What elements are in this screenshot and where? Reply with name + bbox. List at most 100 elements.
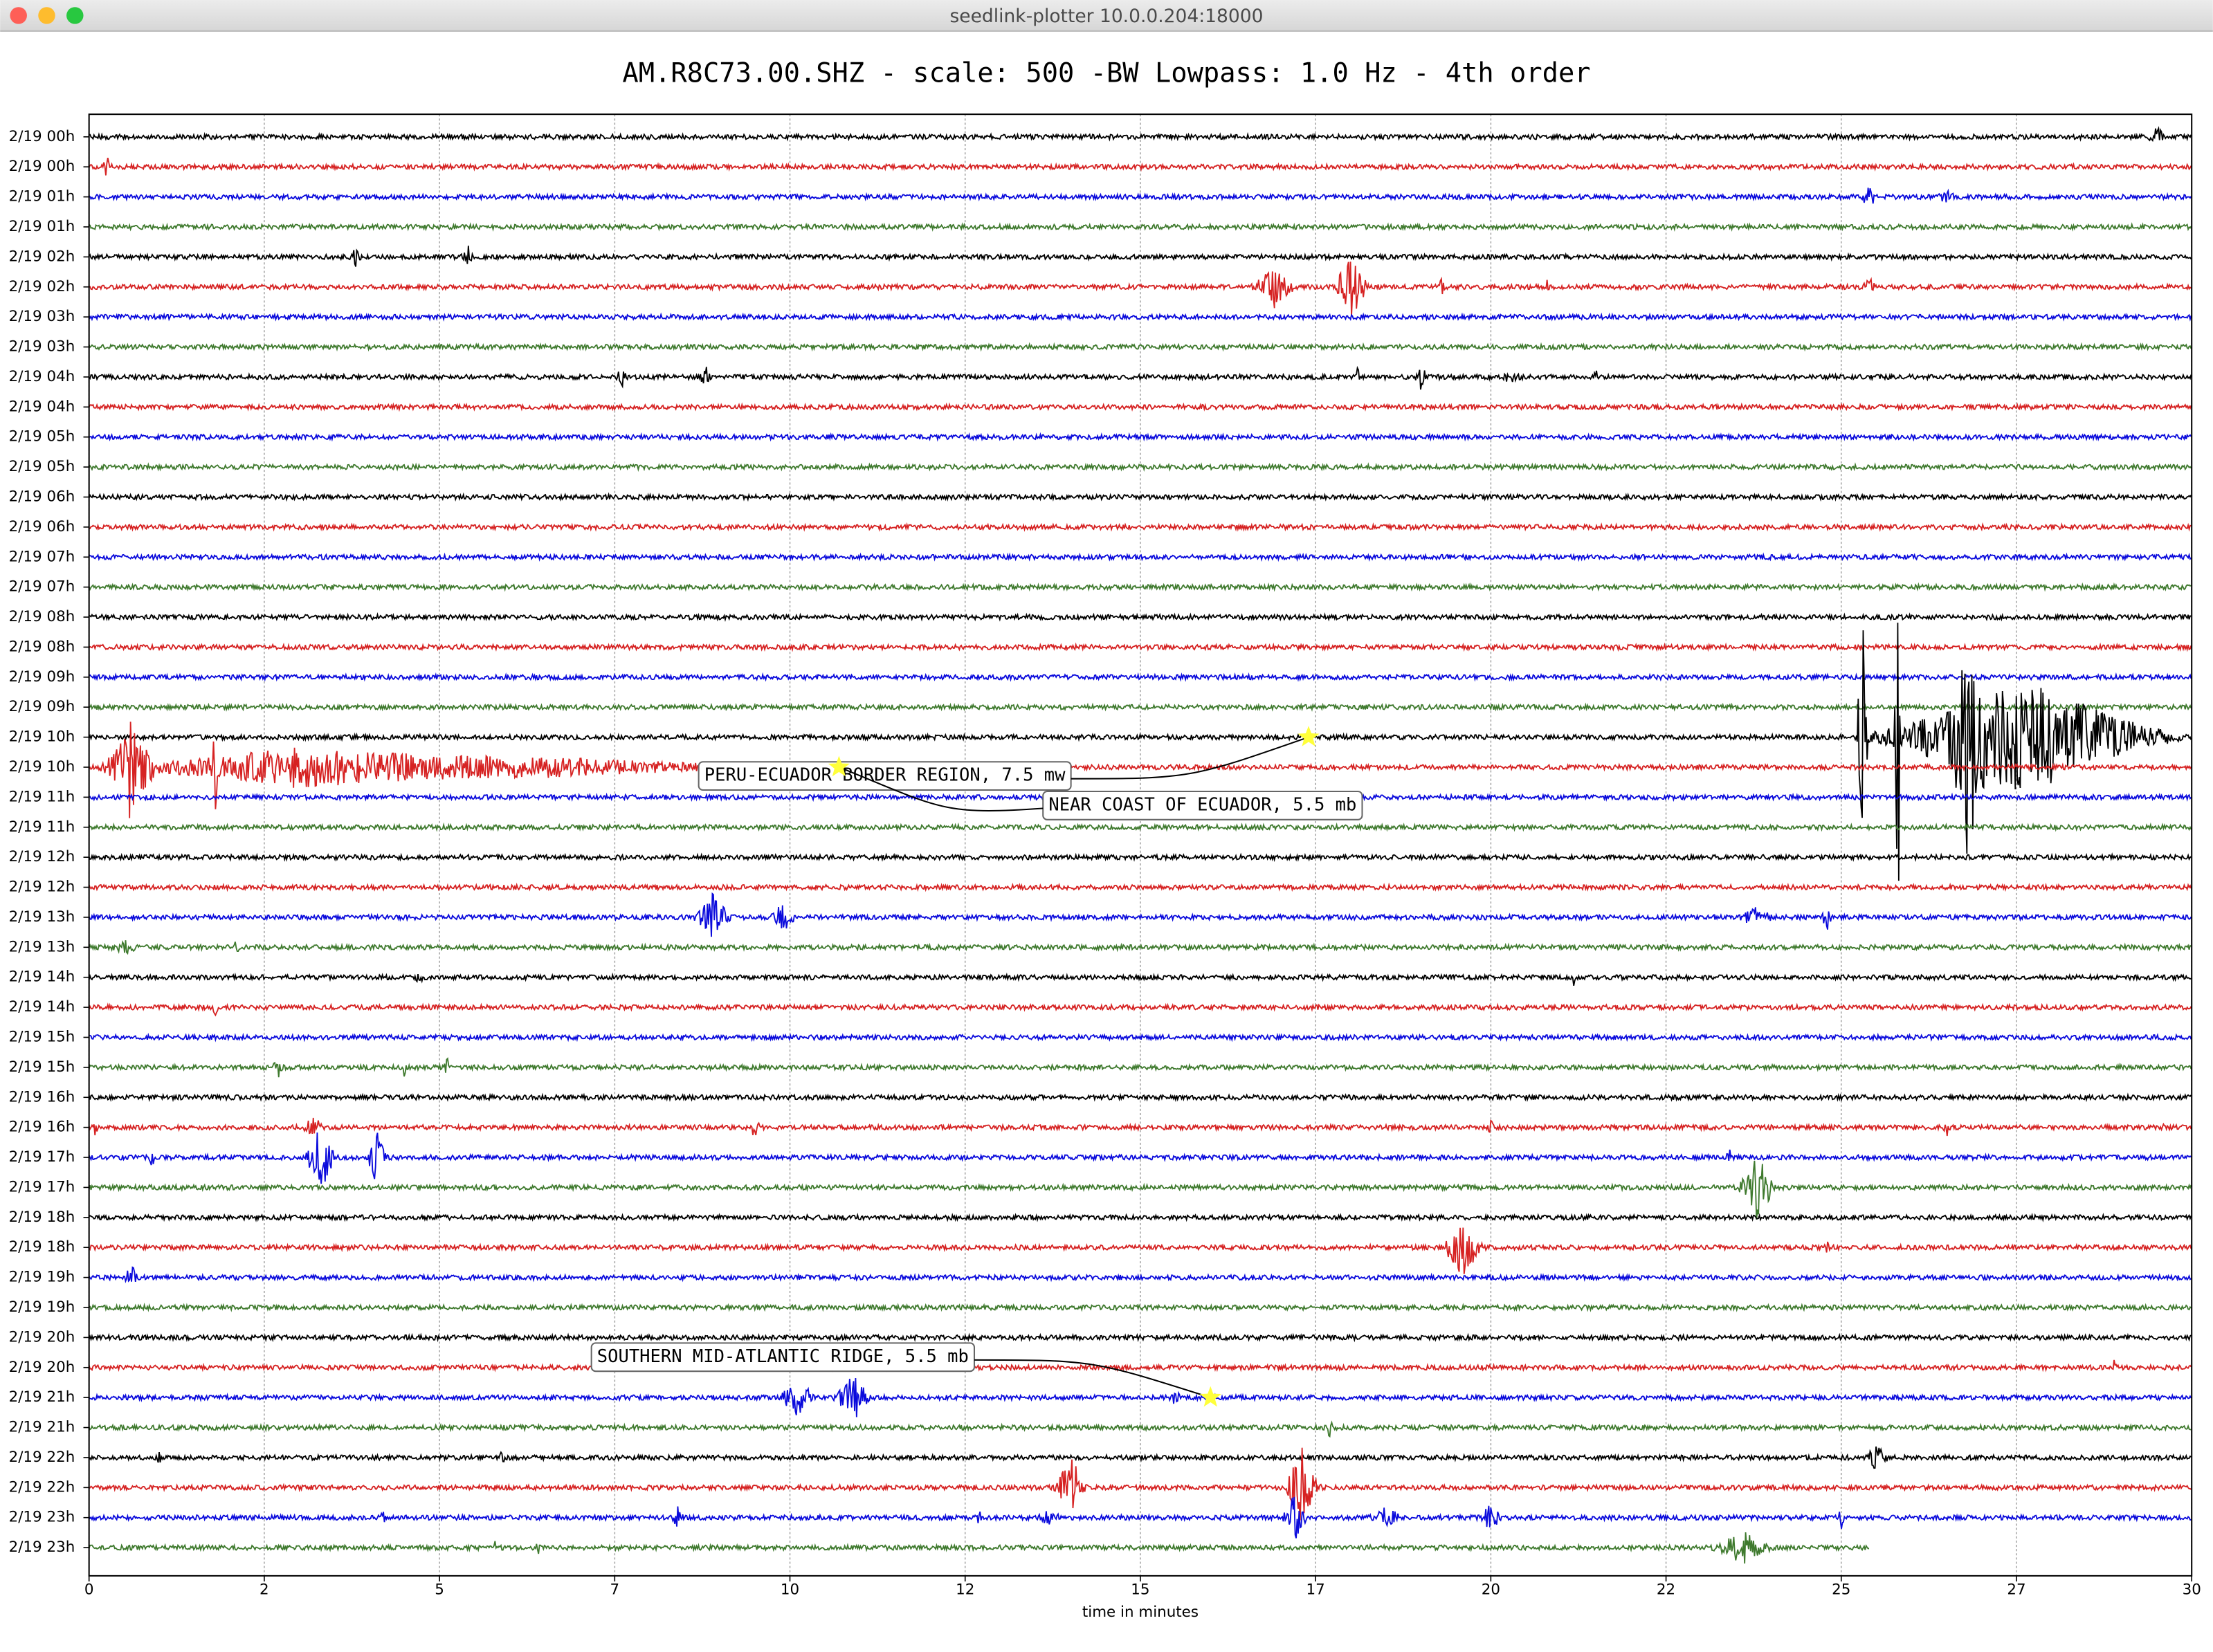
trace — [88, 1227, 2192, 1274]
chart-title: AM.R8C73.00.SHZ - scale: 500 -BW Lowpass… — [622, 58, 1590, 89]
trace — [89, 1032, 2192, 1043]
trace — [88, 1446, 2192, 1469]
event-star — [1199, 1386, 1221, 1407]
x-tick-label: 0 — [84, 1581, 94, 1598]
row-label: 2/19 01h — [9, 218, 75, 235]
row-label: 2/19 12h — [9, 848, 75, 865]
row-label: 2/19 11h — [9, 818, 75, 836]
trace — [88, 1132, 2192, 1184]
row-label: 2/19 19h — [9, 1269, 75, 1286]
trace — [88, 582, 2192, 592]
annotation-connector — [839, 767, 1044, 811]
row-label: 2/19 19h — [9, 1298, 75, 1316]
row-label: 2/19 08h — [9, 638, 75, 655]
trace — [88, 722, 2192, 818]
row-label: 2/19 20h — [9, 1359, 75, 1376]
trace — [88, 1160, 2192, 1220]
row-label: 2/19 07h — [9, 548, 75, 565]
trace — [88, 1117, 2192, 1137]
trace — [88, 1420, 2192, 1438]
trace — [89, 187, 2192, 204]
trace — [88, 852, 2192, 863]
annotation-box — [1042, 791, 1363, 820]
annotation-connector — [974, 1359, 1211, 1399]
trace — [89, 672, 2192, 682]
trace — [88, 1332, 2192, 1343]
row-label: 2/19 20h — [9, 1328, 75, 1346]
trace — [88, 158, 2192, 176]
row-label: 2/19 22h — [9, 1449, 75, 1466]
x-tick-label: 17 — [1306, 1581, 1325, 1598]
x-tick-label: 2 — [259, 1581, 269, 1598]
x-tick-label: 7 — [610, 1581, 619, 1598]
event-star — [828, 755, 850, 777]
trace — [88, 972, 2192, 986]
x-tick-label: 30 — [2183, 1581, 2201, 1598]
row-label: 2/19 15h — [9, 1058, 75, 1076]
x-tick-label: 25 — [1832, 1581, 1850, 1598]
trace — [88, 342, 2192, 352]
row-label: 2/19 07h — [9, 578, 75, 596]
trace — [88, 1092, 2192, 1103]
row-label: 2/19 14h — [9, 998, 75, 1016]
row-label: 2/19 02h — [9, 278, 75, 295]
row-label: 2/19 12h — [9, 879, 75, 896]
row-label: 2/19 03h — [9, 338, 75, 356]
x-tick-label: 12 — [956, 1581, 974, 1598]
trace — [88, 492, 2192, 502]
annotation-label: PERU-ECUADOR BORDER REGION, 7.5 mw — [704, 765, 1066, 786]
row-label: 2/19 10h — [9, 728, 75, 746]
trace — [89, 222, 2192, 232]
row-label: 2/19 18h — [9, 1238, 75, 1256]
row-label: 2/19 09h — [9, 698, 75, 715]
zoom-button[interactable] — [66, 7, 84, 24]
row-label: 2/19 18h — [9, 1209, 75, 1226]
trace — [89, 1212, 2192, 1223]
row-label: 2/19 14h — [9, 969, 75, 986]
x-tick-label: 5 — [435, 1581, 444, 1598]
row-label: 2/19 22h — [9, 1478, 75, 1496]
row-label: 2/19 08h — [9, 608, 75, 625]
annotation-box — [590, 1342, 976, 1373]
trace — [88, 1532, 1870, 1564]
row-label: 2/19 16h — [9, 1119, 75, 1136]
row-label: 2/19 13h — [9, 938, 75, 955]
trace — [88, 939, 2192, 955]
trace — [88, 1266, 2192, 1283]
trace — [88, 462, 2192, 472]
trace — [88, 882, 2192, 892]
annotation-label: SOUTHERN MID-ATLANTIC RIDGE, 5.5 mb — [597, 1346, 969, 1367]
trace — [88, 642, 2192, 652]
row-label: 2/19 09h — [9, 668, 75, 686]
row-label: 2/19 15h — [9, 1028, 75, 1045]
trace — [88, 1359, 2192, 1373]
x-axis-label: time in minutes — [1082, 1604, 1199, 1621]
trace — [88, 246, 2192, 267]
trace — [88, 1057, 2192, 1078]
trace — [88, 365, 2192, 390]
window-title: seedlink-plotter 10.0.0.204:18000 — [950, 6, 1264, 27]
trace — [89, 1447, 2192, 1521]
trace — [89, 126, 2192, 143]
row-label: 2/19 13h — [9, 908, 75, 926]
title-bar — [0, 0, 2213, 31]
x-tick-label: 15 — [1131, 1581, 1149, 1598]
row-label: 2/19 11h — [9, 788, 75, 805]
trace — [89, 612, 2192, 623]
row-label: 2/19 17h — [9, 1148, 75, 1166]
x-tick-label: 20 — [1482, 1581, 1500, 1598]
row-label: 2/19 00h — [9, 158, 75, 175]
row-label: 2/19 21h — [9, 1419, 75, 1436]
trace — [88, 552, 2192, 562]
row-label: 2/19 23h — [9, 1539, 75, 1556]
row-label: 2/19 23h — [9, 1509, 75, 1526]
x-tick-label: 27 — [2007, 1581, 2025, 1598]
close-button[interactable] — [10, 7, 27, 24]
trace — [89, 261, 2192, 317]
trace — [89, 1377, 2192, 1417]
row-label: 2/19 06h — [9, 518, 75, 535]
minimize-button[interactable] — [38, 7, 55, 24]
